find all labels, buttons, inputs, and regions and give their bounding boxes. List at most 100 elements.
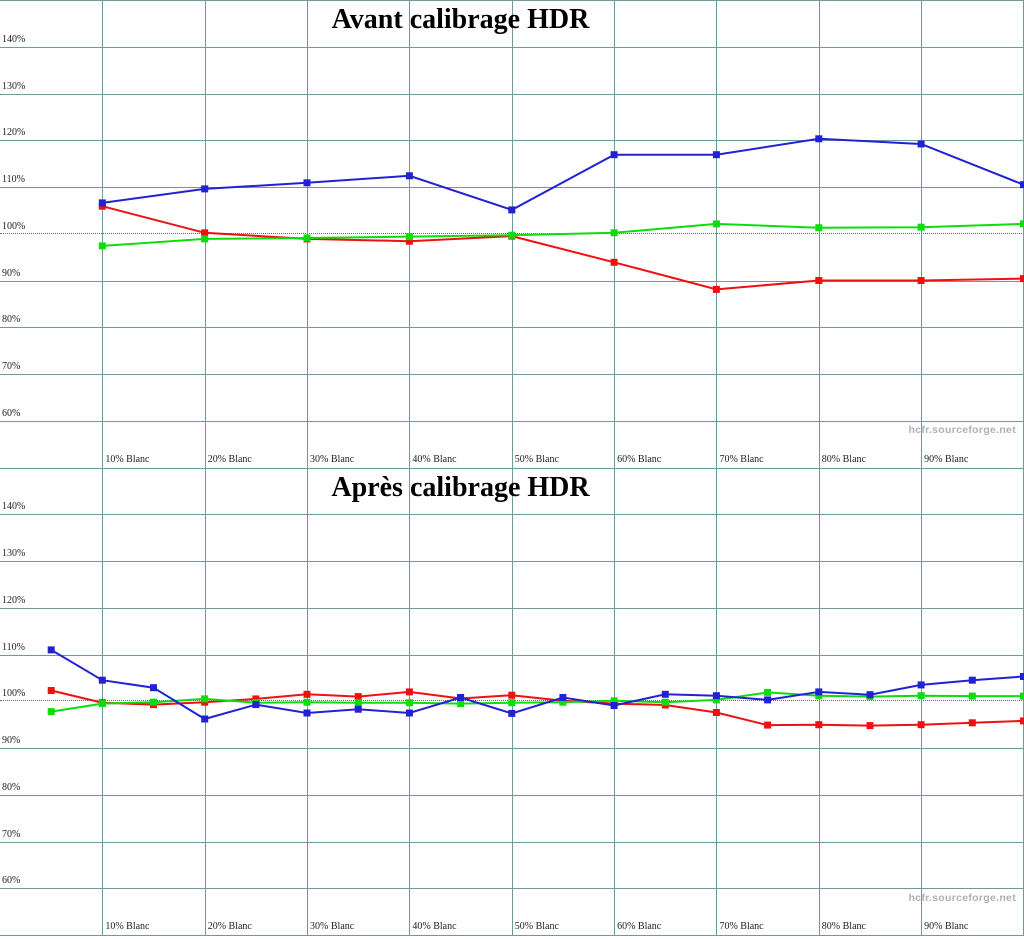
data-point-green-90 xyxy=(917,691,925,699)
x-tick-label-30: 30% Blanc xyxy=(310,453,355,465)
data-point-green-50 xyxy=(508,231,516,239)
data-point-red-50 xyxy=(508,691,516,699)
x-tick-label-40: 40% Blanc xyxy=(412,453,457,465)
data-point-green-5 xyxy=(47,707,55,715)
x-tick-label-80: 80% Blanc xyxy=(821,453,866,465)
data-point-green-30 xyxy=(303,698,311,706)
data-point-blue-20 xyxy=(201,715,209,722)
data-point-green-80 xyxy=(815,691,823,699)
data-point-blue-70 xyxy=(712,691,720,699)
data-point-green-60 xyxy=(610,229,618,237)
data-point-green-80 xyxy=(815,224,823,232)
data-point-red-95 xyxy=(968,718,976,726)
x-tick-label-60: 60% Blanc xyxy=(617,921,662,932)
data-point-blue-55 xyxy=(559,693,567,701)
x-tick-label-20: 20% Blanc xyxy=(207,921,252,932)
data-point-red-35 xyxy=(354,692,362,700)
data-point-green-60 xyxy=(610,696,618,704)
data-point-blue-45 xyxy=(457,693,465,701)
x-tick-label-50: 50% Blanc xyxy=(514,921,559,932)
series-line-red xyxy=(102,205,1024,291)
data-point-blue-50 xyxy=(508,709,516,717)
series-line-blue xyxy=(102,137,1024,211)
data-point-blue-60 xyxy=(610,151,618,159)
data-point-green-70 xyxy=(712,695,720,703)
data-point-green-100 xyxy=(1020,220,1024,228)
series-line-green xyxy=(51,690,1024,713)
y-tick-label-90: 90% xyxy=(2,735,21,746)
v-gridline-30 xyxy=(307,0,309,468)
data-point-blue-10 xyxy=(98,199,106,207)
x-tick-label-30: 30% Blanc xyxy=(310,921,355,932)
data-point-blue-15 xyxy=(150,683,157,691)
data-point-green-45 xyxy=(457,699,465,707)
data-point-red-40 xyxy=(405,237,413,245)
data-point-blue-80 xyxy=(815,135,823,143)
data-point-green-70 xyxy=(712,220,720,228)
data-point-green-65 xyxy=(661,698,669,706)
v-gridline-10 xyxy=(102,0,104,468)
data-point-green-100 xyxy=(1020,692,1024,700)
y-tick-label-120: 120% xyxy=(2,127,26,139)
series-layer xyxy=(98,135,1024,293)
y-tick-label-140: 140% xyxy=(2,33,26,45)
data-point-red-5 xyxy=(47,686,55,694)
series-line-green xyxy=(102,222,1024,247)
data-point-red-40 xyxy=(405,687,413,695)
data-point-blue-40 xyxy=(405,172,413,180)
data-point-blue-100 xyxy=(1020,181,1024,189)
x-tick-label-10: 10% Blanc xyxy=(105,453,150,465)
y-tick-label-70: 70% xyxy=(2,361,21,372)
data-point-red-85 xyxy=(866,721,874,729)
data-point-red-90 xyxy=(917,277,925,284)
data-point-blue-80 xyxy=(815,687,823,695)
chart-panel-apres-calibrage: 140% 130% 120% 110% 100% 90% 80% 70% 60% 10% Blan… xyxy=(0,467,1024,936)
x-tick-label-70: 70% Blanc xyxy=(719,453,764,465)
data-point-blue-70 xyxy=(712,151,720,159)
y-tick-label-60: 60% xyxy=(2,407,21,419)
data-point-blue-100 xyxy=(1020,672,1024,680)
x-tick-label-10: 10% Blanc xyxy=(105,921,150,932)
data-point-blue-10 xyxy=(98,676,106,684)
data-point-green-30 xyxy=(303,234,311,242)
data-point-red-70 xyxy=(712,285,720,293)
y-tick-label-80: 80% xyxy=(2,781,21,793)
data-point-blue-25 xyxy=(252,700,260,708)
y-tick-label-60: 60% xyxy=(2,875,21,887)
data-point-red-100 xyxy=(1020,716,1024,724)
data-point-blue-40 xyxy=(405,709,413,716)
data-point-red-60 xyxy=(610,258,618,266)
data-point-red-20 xyxy=(201,229,209,237)
data-point-red-70 xyxy=(712,708,720,716)
y-tick-label-140: 140% xyxy=(2,501,26,513)
data-point-blue-5 xyxy=(47,645,55,653)
data-point-green-35 xyxy=(354,698,362,706)
x-tick-label-20: 20% Blanc xyxy=(207,453,252,465)
x-tick-label-50: 50% Blanc xyxy=(514,453,559,465)
data-point-red-80 xyxy=(815,277,823,284)
v-gridline-80 xyxy=(818,0,820,468)
x-tick-label-70: 70% Blanc xyxy=(719,921,764,932)
data-point-red-90 xyxy=(917,720,925,728)
x-tick-label-60: 60% Blanc xyxy=(617,453,662,465)
v-gridline-70 xyxy=(716,0,718,468)
x-tick-label-40: 40% Blanc xyxy=(412,921,457,932)
data-point-green-75 xyxy=(764,688,772,696)
x-tick-label-90: 90% Blanc xyxy=(924,921,969,932)
y-tick-label-80: 80% xyxy=(2,314,21,326)
x-tick-label-90: 90% Blanc xyxy=(924,453,969,465)
data-point-blue-30 xyxy=(303,709,311,716)
y-tick-label-110: 110% xyxy=(2,641,25,653)
v-gridline-90 xyxy=(921,467,923,935)
watermark-text: hcfr.sourceforge.net xyxy=(908,424,1016,436)
data-point-green-15 xyxy=(150,698,157,706)
y-tick-label-130: 130% xyxy=(2,548,26,559)
data-point-red-80 xyxy=(815,720,823,728)
y-tick-label-90: 90% xyxy=(2,267,21,279)
data-point-green-10 xyxy=(98,699,106,707)
data-point-green-20 xyxy=(201,235,209,243)
data-point-blue-90 xyxy=(917,680,925,688)
data-point-green-10 xyxy=(98,242,106,250)
y-tick-label-130: 130% xyxy=(2,80,26,92)
